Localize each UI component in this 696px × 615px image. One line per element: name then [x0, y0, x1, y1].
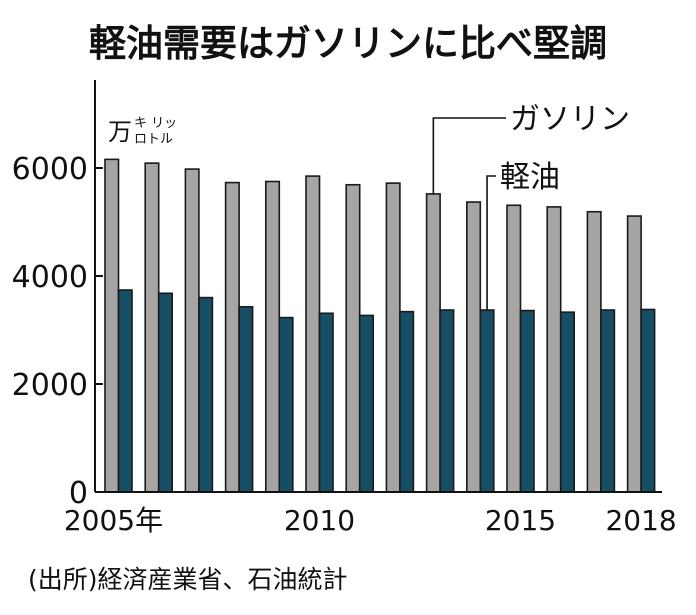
x-tick-labels: 2005年 2010 2015 2018 [64, 504, 677, 537]
y-tick-label-0: 0 [69, 476, 88, 511]
bar-diesel-2014 [479, 309, 495, 493]
x-tick-label-2005: 2005年 [64, 504, 163, 537]
bar-diesel-2005 [117, 289, 133, 493]
axes [94, 80, 662, 493]
unit-label-top: キ リッ [134, 116, 177, 131]
bar-gasoline-2016 [546, 206, 562, 493]
bar-diesel-2015 [519, 309, 535, 493]
bar-diesel-2016 [559, 311, 576, 493]
bar-gasoline-2012 [385, 182, 401, 493]
unit-label-main: 万 [108, 118, 132, 146]
bar-gasoline-2018 [626, 215, 642, 493]
x-tick-label-2015: 2015 [485, 504, 556, 537]
bar-diesel-2018 [640, 308, 656, 493]
bar-diesel-2010 [318, 312, 334, 493]
bar-gasoline-2017 [586, 210, 602, 493]
x-tick-label-2018: 2018 [605, 504, 676, 537]
leader-line-diesel [486, 175, 496, 311]
y-tick-label-6000: 6000 [12, 152, 88, 187]
bar-diesel-2006 [157, 292, 173, 493]
bar-diesel-2012 [399, 310, 415, 493]
y-tick-label-2000: 2000 [12, 368, 88, 403]
x-tick-label-2010: 2010 [284, 504, 355, 537]
bar-diesel-2013 [439, 309, 455, 493]
bar-gasoline-2014 [465, 201, 482, 493]
series-label-diesel: 軽油 [500, 160, 560, 195]
source-note: (出所)経済産業省、石油統計 [28, 565, 348, 594]
bar-gasoline-2011 [345, 183, 361, 493]
y-tick-labels: 0 2000 4000 6000 [12, 152, 88, 511]
unit-label: 万 キ リッ ロトル [108, 116, 177, 147]
bars [104, 158, 656, 493]
series-label-gasoline: ガソリン [510, 102, 630, 137]
bar-gasoline-2007 [184, 168, 200, 493]
bar-diesel-2009 [278, 316, 294, 493]
bar-diesel-2017 [600, 309, 616, 493]
bar-gasoline-2010 [305, 175, 321, 493]
y-tick-label-4000: 4000 [12, 260, 88, 295]
bar-diesel-2011 [358, 314, 375, 493]
unit-label-bottom: ロトル [134, 132, 173, 147]
bar-gasoline-2015 [506, 204, 522, 493]
bar-gasoline-2006 [144, 162, 160, 493]
leader-line-gasoline [432, 117, 506, 194]
bar-gasoline-2009 [264, 180, 281, 493]
bar-gasoline-2013 [425, 193, 441, 493]
bar-gasoline-2008 [224, 181, 240, 493]
bar-diesel-2007 [198, 296, 214, 493]
bar-diesel-2008 [238, 305, 254, 493]
bar-gasoline-2005 [104, 158, 120, 493]
chart-title: 軽油需要はガソリンに比べ堅調 [89, 22, 607, 65]
